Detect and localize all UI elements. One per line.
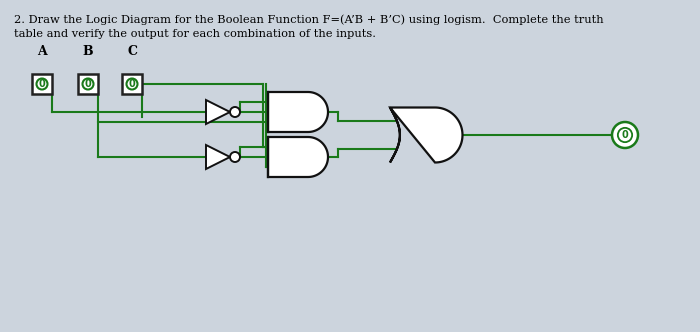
Text: 0: 0: [129, 79, 135, 89]
Text: B: B: [83, 45, 93, 58]
Circle shape: [612, 122, 638, 148]
Text: 2. Draw the Logic Diagram for the Boolean Function F=(A’B + B’C) using logism.  : 2. Draw the Logic Diagram for the Boolea…: [14, 14, 603, 25]
Polygon shape: [206, 100, 230, 124]
Circle shape: [230, 107, 240, 117]
Text: C: C: [127, 45, 137, 58]
Circle shape: [83, 78, 94, 90]
Polygon shape: [390, 108, 463, 162]
Text: A: A: [37, 45, 47, 58]
Polygon shape: [268, 92, 328, 132]
Circle shape: [36, 78, 48, 90]
Text: 0: 0: [38, 79, 46, 89]
Polygon shape: [206, 145, 230, 169]
Circle shape: [127, 78, 137, 90]
Bar: [78, 74, 98, 94]
Circle shape: [618, 128, 632, 142]
Circle shape: [230, 152, 240, 162]
Text: 0: 0: [85, 79, 92, 89]
Bar: [32, 74, 52, 94]
Text: 0: 0: [622, 130, 629, 140]
Text: table and verify the output for each combination of the inputs.: table and verify the output for each com…: [14, 29, 376, 39]
Bar: [122, 74, 142, 94]
Polygon shape: [268, 137, 328, 177]
